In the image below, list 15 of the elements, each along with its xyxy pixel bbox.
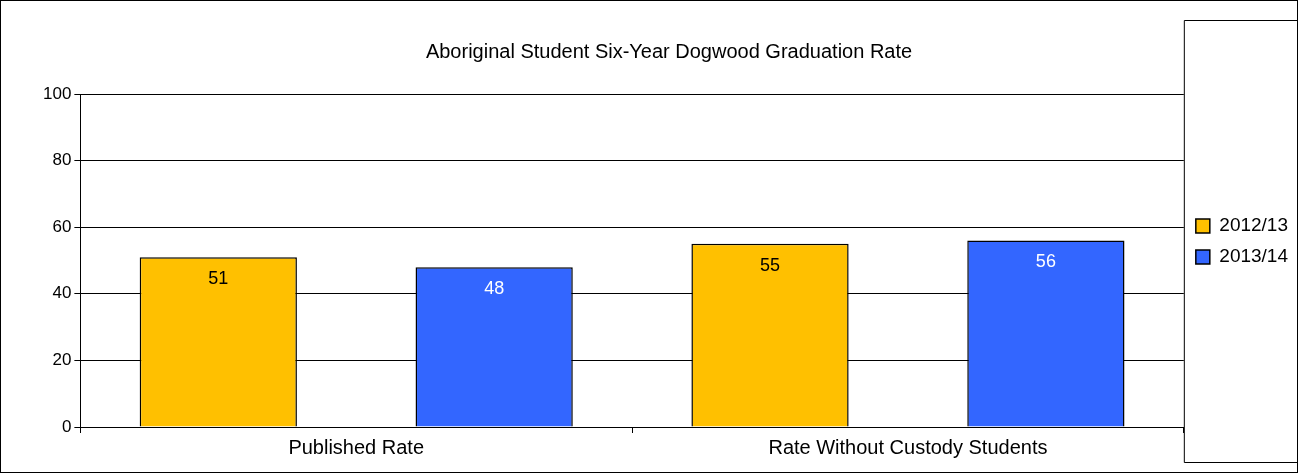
chart-title: Aboriginal Student Six-Year Dogwood Graduation Rate: [425, 39, 913, 62]
y-tick-label: 0: [61, 416, 72, 436]
legend-label: 2012/13: [1219, 214, 1289, 236]
legend-label: 2013/14: [1219, 245, 1289, 267]
data-label: 51: [208, 268, 229, 289]
y-tick-label: 100: [42, 83, 72, 103]
y-tick-label: 20: [52, 350, 72, 370]
data-label: 48: [484, 278, 505, 299]
y-tick-label: 60: [52, 216, 72, 236]
data-label: 56: [1035, 251, 1056, 272]
x-tick-label: Published Rate: [288, 435, 425, 458]
y-tick-label: 40: [52, 283, 72, 303]
x-tick-label: Rate Without Custody Students: [768, 435, 1048, 458]
data-label: 55: [760, 254, 781, 275]
y-tick-label: 80: [52, 150, 72, 170]
